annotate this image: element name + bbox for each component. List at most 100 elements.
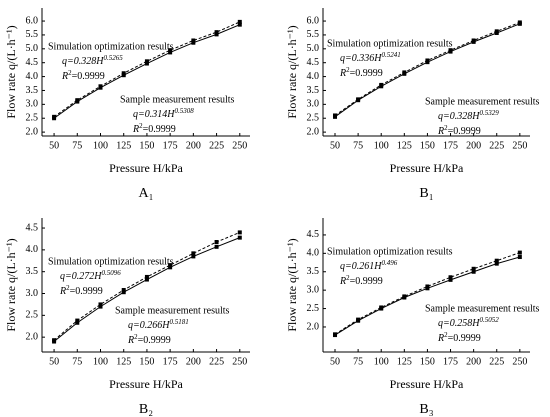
x-tick-label: 175	[443, 140, 458, 151]
equation: q=0.336H0.5241	[340, 51, 401, 65]
x-tick-label: 150	[420, 140, 435, 151]
x-tick-label: 225	[209, 140, 224, 151]
series-name: Simulation optimization results	[327, 38, 453, 49]
point	[144, 274, 149, 279]
r-squared-base: R	[437, 126, 444, 137]
panel-title: B₃	[419, 402, 433, 417]
y-tick-label: 2.5	[307, 303, 320, 314]
equation-base: q=0.336H	[340, 53, 382, 64]
series-name: Simulation optimization results	[48, 41, 174, 52]
point	[494, 258, 499, 263]
y-axis-title: Flow rate q/(L·h⁻¹)	[4, 25, 18, 118]
panel: 2.0 2.5 3.0 3.5 4.0 4.5 5.0 5.5 6.0 50 75 100 125 150…	[4, 8, 250, 201]
y-tick-label: 3.5	[26, 266, 39, 277]
r-squared-exponent: 2	[139, 122, 143, 130]
point	[425, 60, 430, 65]
point	[168, 48, 173, 53]
y-tick-label: 2.0	[26, 126, 39, 137]
r-squared-exponent: 2	[346, 66, 350, 74]
point	[471, 266, 476, 271]
r-squared-base: R	[339, 68, 346, 79]
x-tick-label: 150	[139, 356, 154, 367]
x-tick-label: 200	[186, 140, 201, 151]
x-tick-label: 125	[116, 356, 131, 367]
point	[168, 265, 173, 270]
point	[75, 99, 80, 104]
equation-base: q=0.272H	[60, 271, 102, 282]
r-squared: R2=0.9999	[132, 122, 176, 136]
r-squared-base: R	[127, 335, 134, 346]
r-squared: R2=0.9999	[127, 333, 171, 347]
panel-title: A₁	[139, 186, 154, 201]
series-name: Sample measurement results	[115, 305, 230, 316]
point	[214, 32, 219, 37]
point	[402, 71, 407, 76]
r-squared-base: R	[61, 71, 68, 82]
point	[191, 254, 196, 259]
y-tick-label: 5.0	[26, 43, 39, 54]
x-axis-title: Pressure H/kPa	[109, 161, 183, 175]
point	[191, 251, 196, 256]
y-tick-label: 4.5	[307, 229, 320, 240]
point	[75, 320, 80, 325]
x-axis-title: Pressure H/kPa	[390, 161, 464, 175]
equation: q=0.314H0.5308	[133, 107, 194, 121]
point	[144, 61, 149, 66]
x-axis-title: Pressure H/kPa	[390, 377, 464, 391]
x-tick-label: 200	[186, 356, 201, 367]
equation-exponent: 0.5241	[381, 51, 400, 59]
x-tick-label: 250	[232, 140, 247, 151]
y-axis-title: Flow rate q/(L·h⁻¹)	[4, 238, 18, 331]
point	[237, 22, 242, 27]
point	[494, 261, 499, 266]
r-squared-exponent: 2	[66, 284, 70, 292]
equation-base: q=0.261H	[340, 261, 382, 272]
panel: 2.02.53.03.54.04.550 75 100 125 150 175 200 225…	[285, 218, 540, 417]
r-squared: R2=0.9999	[59, 284, 103, 298]
equation-base: q=0.328H	[438, 111, 480, 122]
x-tick-label: 50	[49, 356, 59, 367]
x-tick-label: 175	[163, 356, 178, 367]
r-squared: R2=0.9999	[437, 331, 481, 345]
series-name: Simulation optimization results	[327, 246, 453, 257]
point	[121, 290, 126, 295]
point	[98, 302, 103, 307]
y-tick-label: 2.0	[307, 321, 320, 332]
equation: q=0.266H0.5181	[128, 318, 189, 332]
r-squared-base: R	[437, 333, 444, 344]
point	[517, 255, 522, 260]
y-tick-label: 3.0	[307, 99, 320, 110]
y-tick-label: 3.5	[307, 85, 320, 96]
x-tick-label: 225	[209, 356, 224, 367]
point	[333, 114, 338, 119]
r-squared-exponent: 2	[68, 69, 72, 77]
y-tick-label: 3.5	[26, 85, 39, 96]
point	[168, 50, 173, 55]
r-squared-value: =0.9999	[350, 68, 383, 79]
series-line	[53, 21, 240, 118]
x-axis-title: Pressure H/kPa	[109, 377, 183, 391]
equation: q=0.328H0.5265	[62, 54, 123, 68]
r-squared-exponent: 2	[134, 333, 138, 341]
point	[425, 286, 430, 291]
equation-exponent: 0.496	[381, 259, 397, 267]
x-tick-label: 250	[512, 356, 527, 367]
r-squared-value: =0.9999	[138, 335, 171, 346]
y-axis-title: Flow rate q/(L·h⁻¹)	[285, 238, 299, 331]
y-tick-label: 4.5	[26, 57, 39, 68]
point	[121, 288, 126, 293]
point	[379, 84, 384, 89]
point	[448, 277, 453, 282]
equation-exponent: 0.5181	[169, 318, 188, 326]
r-squared-base: R	[132, 124, 139, 135]
y-tick-label: 5.5	[26, 29, 39, 40]
x-tick-label: 175	[443, 356, 458, 367]
equation-base: q=0.258H	[438, 318, 480, 329]
x-tick-label: 100	[374, 140, 389, 151]
equation-exponent: 0.5096	[101, 269, 121, 277]
y-tick-label: 4.0	[26, 244, 39, 255]
point	[214, 240, 219, 245]
equation: q=0.261H0.496	[340, 259, 398, 273]
y-tick-label: 3.0	[26, 99, 39, 110]
point	[517, 21, 522, 26]
